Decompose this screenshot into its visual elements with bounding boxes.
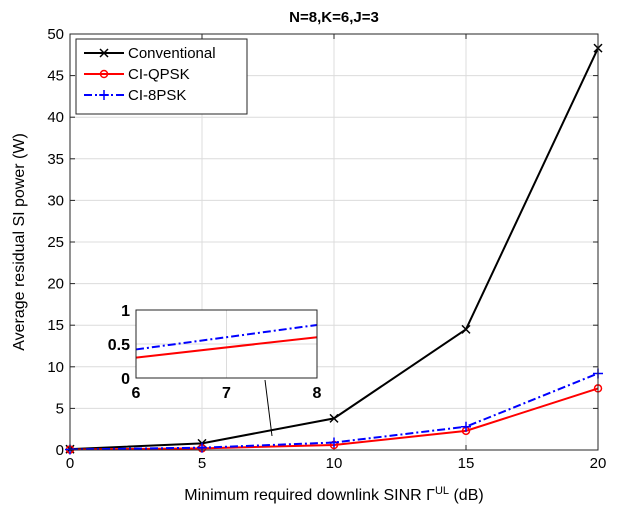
y-axis-label: Average residual SI power (W) [11, 133, 28, 351]
data-point [329, 413, 339, 423]
inset-x-ticks: 6 7 8 [132, 385, 322, 402]
inset-y-tick-label: 0 [121, 371, 130, 388]
inset-x-tick-label: 6 [132, 385, 141, 402]
y-tick-label: 30 [47, 192, 64, 209]
y-tick-label: 15 [47, 317, 64, 334]
data-point [329, 437, 339, 448]
x-axis-label: Minimum required downlink SINR ΓUL (dB) [184, 485, 483, 504]
legend-marker [99, 48, 109, 58]
x-axis-label-superscript: UL [435, 485, 449, 497]
y-tick-label: 25 [47, 234, 64, 251]
legend-label: CI-8PSK [128, 87, 186, 104]
inset-x-tick-label: 8 [313, 385, 322, 402]
x-tick-label: 0 [66, 455, 74, 472]
inset-y-tick-label: 0.5 [108, 337, 130, 354]
data-point [197, 442, 207, 453]
inset-connector [264, 379, 273, 437]
inset-x-tick-label: 7 [222, 385, 231, 402]
y-tick-label: 50 [47, 26, 64, 43]
inset-y-tick-label: 1 [121, 303, 130, 320]
inset-y-ticks: 00.51 [108, 303, 130, 388]
y-tick-label: 20 [47, 276, 64, 293]
series-group [65, 43, 603, 455]
x-tick-label: 10 [326, 455, 343, 472]
series-line-ci-8psk [69, 372, 599, 451]
y-tick-label: 45 [47, 68, 64, 85]
legend-label: Conventional [128, 45, 216, 62]
data-point [461, 421, 471, 432]
y-tick-label: 5 [56, 400, 64, 417]
legend-label: CI-QPSK [128, 66, 190, 83]
y-tick-label: 0 [56, 442, 64, 459]
x-axis-label-unit: (dB) [453, 487, 483, 504]
inset-series-group [135, 323, 318, 359]
legend-marker [99, 90, 109, 100]
data-point [461, 324, 471, 334]
y-tick-label: 40 [47, 109, 64, 126]
inset-border [135, 309, 318, 379]
chart-title: N=8,K=6,J=3 [289, 9, 379, 26]
inset-series-line [135, 336, 318, 359]
x-tick-label: 15 [458, 455, 475, 472]
x-axis-ticks: 0 5 10 15 20 [66, 34, 607, 472]
inset-series-line [135, 323, 318, 351]
legend-marker [99, 69, 109, 79]
legend: Conventional CI-QPSK CI-8PSK [75, 38, 248, 115]
y-tick-label: 35 [47, 151, 64, 168]
plot-border [69, 33, 599, 451]
y-tick-label: 10 [47, 359, 64, 376]
x-tick-label: 20 [590, 455, 607, 472]
x-axis-label-main: Minimum required downlink SINR Γ [184, 487, 435, 504]
x-tick-label: 5 [198, 455, 206, 472]
